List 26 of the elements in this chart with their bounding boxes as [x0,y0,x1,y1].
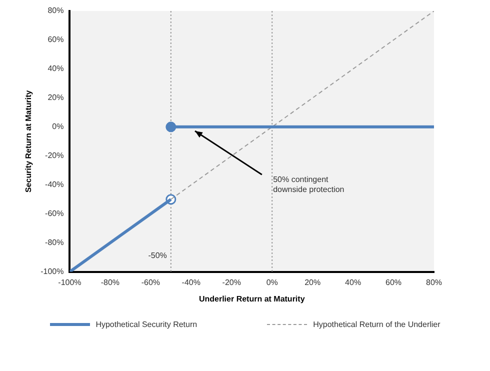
y-tick-label: -80% [45,238,64,248]
y-tick-label: 40% [48,64,64,74]
x-tick-label: 0% [266,278,278,287]
x-tick-label: 20% [304,278,321,287]
x-tick-label: -80% [100,278,120,287]
ref-line-label: -50% [148,251,167,260]
x-tick-label: 40% [345,278,362,287]
y-axis-title: Security Return at Maturity [24,90,34,193]
x-tick-label: 60% [386,278,402,287]
legend-label: Hypothetical Return of the Underlier [313,320,440,329]
x-tick-label: 80% [426,278,442,287]
x-tick-label: -40% [182,278,200,287]
y-tick-label: 60% [48,35,64,44]
y-tick-label: 0% [52,122,64,132]
x-tick-label: -100% [58,278,82,287]
x-tick-label: -20% [222,278,241,287]
legend-label: Hypothetical Security Return [96,320,198,329]
annotation: 50% contingent downside protection [273,175,344,194]
y-tick-label: -40% [45,180,64,190]
y-tick-label: 20% [48,93,64,102]
y-tick-label: -20% [45,151,64,160]
x-axis-title: Underlier Return at Maturity [198,294,306,304]
y-tick-label: -60% [45,209,64,218]
y-tick-label: -100% [40,267,64,276]
x-tick-label: -60% [141,278,160,287]
y-tick-label: 80% [48,6,64,16]
